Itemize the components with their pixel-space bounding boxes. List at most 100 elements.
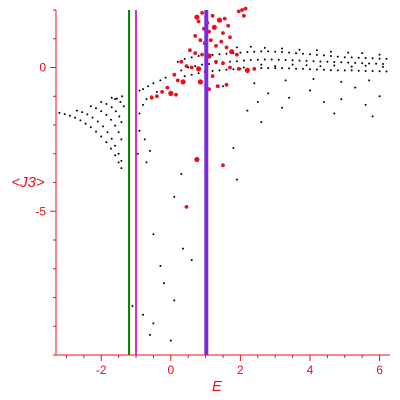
red-data-point [160, 90, 165, 94]
red-data-point [155, 94, 159, 99]
black-data-point [260, 63, 263, 66]
black-data-point [336, 69, 339, 72]
red-data-point [198, 38, 203, 43]
black-data-point [281, 47, 284, 50]
black-data-point [91, 116, 94, 119]
black-data-point [142, 313, 144, 316]
black-data-point [114, 124, 117, 127]
black-data-point [246, 109, 249, 112]
black-data-point [58, 111, 61, 114]
black-data-point [267, 50, 270, 53]
red-data-point [174, 92, 178, 97]
black-data-point [152, 233, 155, 236]
black-data-point [263, 58, 266, 61]
black-data-point [121, 95, 124, 98]
red-data-point [243, 6, 248, 11]
black-data-point [183, 75, 186, 78]
black-data-point [277, 58, 280, 61]
black-data-point [242, 59, 245, 62]
black-data-point [148, 149, 151, 152]
black-data-point [364, 103, 367, 106]
black-data-point [343, 56, 346, 59]
black-data-point [322, 54, 325, 57]
black-data-point [281, 106, 284, 109]
black-data-point [302, 52, 304, 55]
black-data-point [232, 147, 235, 149]
data-points-layer [58, 6, 388, 342]
black-data-point [336, 55, 339, 58]
black-data-point [270, 58, 273, 61]
x-tick-label: 4 [307, 363, 314, 377]
black-data-point [350, 56, 353, 59]
red-data-point [244, 67, 250, 73]
red-data-point [219, 39, 224, 44]
black-data-point [274, 67, 277, 70]
black-data-point [110, 106, 113, 109]
red-data-point [184, 205, 189, 209]
black-data-point [182, 247, 184, 250]
black-data-point [295, 52, 298, 55]
red-data-point [200, 11, 205, 15]
red-data-point [224, 45, 229, 50]
black-data-point [201, 63, 204, 66]
black-data-point [164, 76, 167, 79]
x-tick-label: 6 [376, 363, 383, 377]
black-data-point [81, 111, 84, 114]
black-data-point [315, 68, 318, 71]
black-data-point [329, 55, 332, 57]
black-data-point [105, 103, 108, 105]
black-data-point [347, 61, 350, 64]
black-data-point [284, 79, 287, 82]
black-data-point [100, 135, 103, 138]
red-data-point [189, 65, 194, 70]
black-data-point [138, 89, 141, 92]
black-data-point [309, 53, 311, 56]
black-data-point [89, 126, 92, 129]
red-data-point [229, 49, 235, 55]
black-data-point [148, 333, 151, 336]
black-data-point [229, 60, 231, 63]
black-data-point [364, 70, 367, 72]
black-data-point [368, 62, 371, 65]
black-data-point [263, 46, 266, 49]
black-data-point [142, 103, 144, 106]
y-axis-label: <J3> [11, 174, 45, 191]
red-data-point [242, 13, 246, 18]
black-data-point [274, 65, 277, 68]
black-data-point [284, 59, 287, 61]
red-data-point [221, 31, 225, 35]
black-data-point [180, 69, 183, 72]
red-data-point [224, 82, 229, 87]
y-tick-label: 0 [39, 61, 46, 75]
black-data-point [142, 88, 144, 91]
red-data-point [194, 14, 200, 20]
black-data-point [295, 67, 298, 70]
black-data-point [249, 59, 252, 61]
black-data-point [371, 57, 374, 60]
black-data-point [225, 68, 228, 71]
x-tick-label: 2 [237, 363, 244, 377]
black-data-point [298, 48, 301, 51]
red-data-point [226, 23, 231, 28]
black-data-point [326, 60, 329, 63]
red-data-point [210, 74, 215, 78]
black-data-point [218, 53, 221, 56]
red-data-point [221, 163, 225, 168]
black-data-point [378, 57, 381, 60]
black-data-point [267, 67, 270, 70]
black-data-point [211, 53, 214, 56]
red-data-point [179, 59, 184, 64]
black-data-point [253, 82, 256, 85]
black-data-point [322, 68, 325, 71]
black-data-point [309, 68, 311, 71]
black-data-point [340, 98, 343, 101]
black-data-point [319, 65, 322, 68]
black-data-point [315, 49, 318, 52]
black-data-point [281, 51, 284, 53]
black-data-point [305, 59, 308, 62]
black-data-point [256, 58, 259, 61]
black-data-point [110, 147, 112, 150]
black-data-point [340, 61, 343, 64]
black-data-point [375, 62, 378, 65]
black-data-point [329, 69, 332, 72]
